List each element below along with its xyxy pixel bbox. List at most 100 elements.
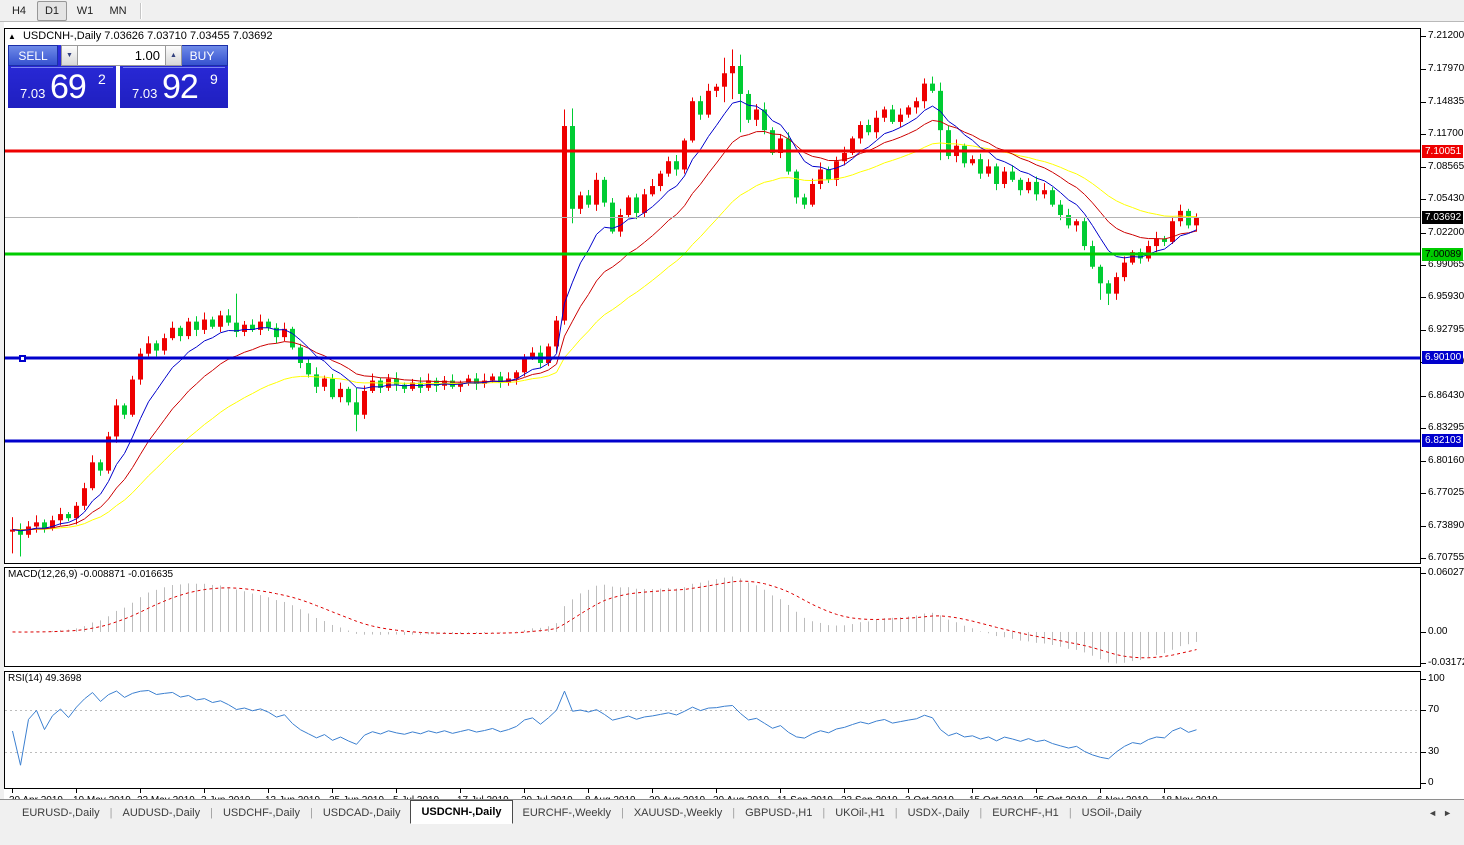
divider [11,67,113,68]
volume-input[interactable] [78,45,165,66]
chart-tab-usdchf-daily[interactable]: USDCHF-,Daily [222,807,300,819]
time-axis-tick [460,789,461,793]
time-axis-tick [1036,789,1037,793]
chart-tab-gbpusd-h1[interactable]: GBPUSD-,H1 [745,807,813,819]
timeframe-button-mn[interactable]: MN [109,4,127,17]
chart-tab-xauusd-weekly[interactable]: XAUUSD-,Weekly [633,807,723,819]
buy-price-big: 92 [162,68,199,106]
price-axis-tick [1421,134,1426,135]
volume-up-button[interactable]: ▲ [165,45,182,66]
rsi-axis-tick [1421,783,1426,784]
timeframe-toolbar: H4 D1 W1 MN [0,0,1464,22]
rsi-panel-canvas[interactable] [4,671,1421,789]
macd-axis-tick [1421,573,1426,574]
buy-price-prefix: 7.03 [132,86,158,101]
tab-separator: | [822,807,826,819]
price-axis-tick [1421,102,1426,103]
price-axis-label: 6.70755 [1428,552,1464,563]
time-axis-tick [332,789,333,793]
tab-scroll-right-icon: ► [1443,808,1458,818]
tab-separator: | [1068,807,1072,819]
buy-price-button[interactable]: 7.03 92 9 [126,68,226,106]
price-axis-label: 7.11700 [1428,128,1464,139]
one-click-trading-widget: SELL 7.03 69 2 BUY 7.03 92 9 ▼ ▲ [8,45,228,108]
chart-tab-eurusd-daily[interactable]: EURUSD-,Daily [22,807,100,819]
symbol-header: ▲ USDCNH-,Daily 7.03626 7.03710 7.03455 … [8,30,273,42]
price-axis-label: 7.02200 [1428,227,1464,238]
price-axis-label: 6.86430 [1428,390,1464,401]
chart-tab-usoil-daily[interactable]: USOil-,Daily [1081,807,1142,819]
sell-price-prefix: 7.03 [20,86,46,101]
macd-axis-label: 0.00 [1428,626,1448,637]
macd-axis-label: -0.031725 [1428,657,1464,668]
macd-main-value: -0.008871 [80,569,126,580]
chart-tab-ukoil-h1[interactable]: UKOil-,H1 [835,807,885,819]
time-axis-tick [524,789,525,793]
ohlc-close: 7.03692 [232,30,273,42]
sell-price-button[interactable]: 7.03 69 2 [14,68,114,106]
rsi-axis-label: 30 [1428,746,1440,757]
price-axis-tick [1421,461,1426,462]
rsi-axis-tick [1421,679,1426,680]
time-axis-tick [76,789,77,793]
price-axis-tick [1421,428,1426,429]
chart-tab-usdcnh-daily[interactable]: USDCNH-,Daily [410,800,513,824]
price-axis-tick [1421,233,1426,234]
timeframe-button-h4[interactable]: H4 [11,4,27,17]
price-axis-tick [1421,36,1426,37]
tab-separator: | [732,807,736,819]
time-axis-tick [588,789,589,793]
chart-tab-usdcad-daily[interactable]: USDCAD-,Daily [322,807,401,819]
ohlc-low: 7.03455 [189,30,230,42]
chart-client-area: ▲ USDCNH-,Daily 7.03626 7.03710 7.03455 … [0,22,1464,845]
time-axis-tick [716,789,717,793]
price-badge: 7.00089 [1422,248,1463,261]
price-axis-tick [1421,167,1426,168]
price-axis-tick [1421,199,1426,200]
time-axis-tick [972,789,973,793]
price-axis-label: 6.95930 [1428,291,1464,302]
chart-tab-eurchf-weekly[interactable]: EURCHF-,Weekly [522,807,611,819]
timeframe-button-w1[interactable]: W1 [76,4,94,17]
chart-tab-usdx-daily[interactable]: USDX-,Daily [907,807,970,819]
chart-tab-bar: EURUSD-,Daily | AUDUSD-,Daily | USDCHF-,Dail… [0,799,1464,824]
macd-axis-tick [1421,663,1426,664]
rsi-axis-label: 100 [1428,673,1445,684]
time-axis-tick [204,789,205,793]
price-axis-label: 6.73890 [1428,520,1464,531]
price-axis-label: 7.21200 [1428,30,1464,41]
tab-scroll-arrows[interactable]: ◄► [1428,808,1458,818]
price-axis-label: 6.92795 [1428,324,1464,335]
price-axis-label: 7.17970 [1428,63,1464,74]
price-axis-tick [1421,526,1426,527]
sell-button[interactable]: SELL [8,45,58,66]
collapse-triangle-icon[interactable]: ▲ [8,32,16,41]
price-axis-label: 6.80160 [1428,455,1464,466]
tab-separator: | [210,807,213,819]
sell-price-sup: 2 [98,71,106,87]
price-axis-tick [1421,493,1426,494]
sell-price-big: 69 [50,68,87,106]
chart-tab-audusd-daily[interactable]: AUDUSD-,Daily [122,807,201,819]
timeframe-button-d1[interactable]: D1 [37,0,67,21]
volume-control: ▼ ▲ [61,45,182,66]
price-axis-tick [1421,297,1426,298]
tab-separator: | [620,807,624,819]
rsi-axis-tick [1421,710,1426,711]
time-axis-tick [844,789,845,793]
time-axis-tick [780,789,781,793]
price-badge: 7.10051 [1422,145,1463,158]
buy-button[interactable]: BUY [176,45,228,66]
chart-tab-eurchf-h1[interactable]: EURCHF-,H1 [992,807,1059,819]
price-badge: 7.03692 [1422,211,1463,224]
volume-down-button[interactable]: ▼ [61,45,78,66]
price-badge: 6.90100 [1422,351,1463,364]
ohlc-open: 7.03626 [104,30,145,42]
macd-panel-canvas[interactable] [4,567,1421,667]
price-chart-canvas[interactable] [4,28,1421,564]
time-axis-tick [140,789,141,793]
macd-signal-value: -0.016635 [128,569,174,580]
price-axis-label: 6.77025 [1428,487,1464,498]
macd-axis-label: 0.060273 [1428,567,1464,578]
